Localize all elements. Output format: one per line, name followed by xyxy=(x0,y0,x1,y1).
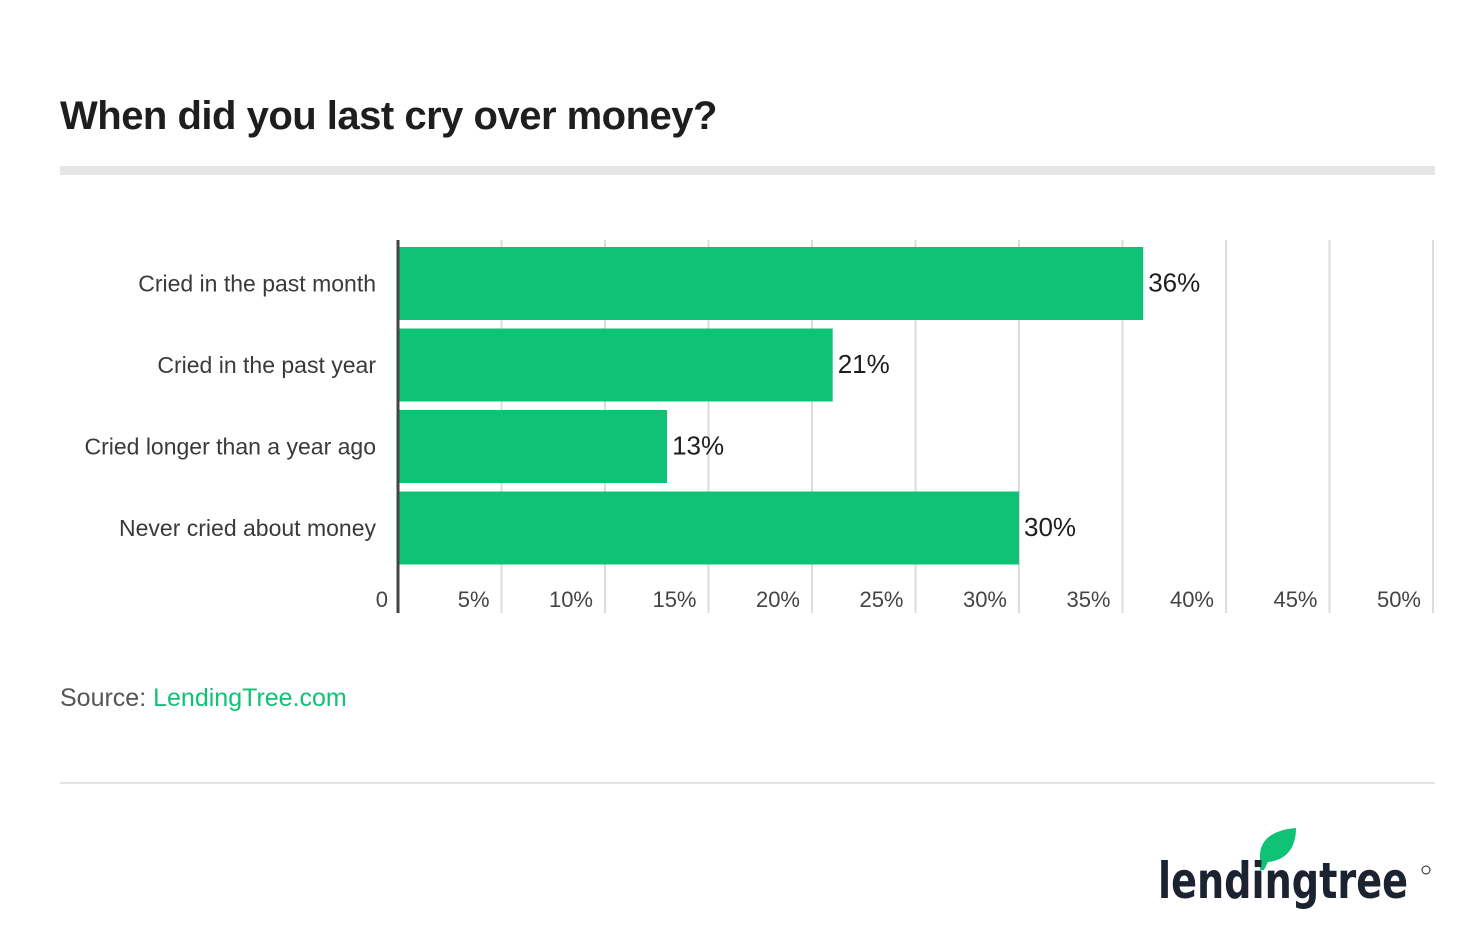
x-tick-label: 20% xyxy=(756,587,800,612)
bar xyxy=(398,410,668,483)
source-line: Source: LendingTree.com xyxy=(60,684,347,713)
data-label: 30% xyxy=(1024,512,1076,542)
category-label: Never cried about money xyxy=(119,515,376,541)
leaf-icon xyxy=(1260,828,1296,870)
x-tick-label: 45% xyxy=(1273,587,1317,612)
category-label: Cried in the past year xyxy=(157,352,376,378)
x-tick-label: 50% xyxy=(1377,587,1421,612)
title-divider xyxy=(60,166,1435,175)
footer-divider xyxy=(60,782,1435,784)
bar xyxy=(398,247,1144,320)
data-label: 36% xyxy=(1148,268,1200,298)
x-tick-label: 40% xyxy=(1170,587,1214,612)
bar xyxy=(398,491,1019,565)
category-label: Cried in the past month xyxy=(138,271,376,297)
source-label: Source: xyxy=(60,684,147,712)
data-label: 21% xyxy=(838,349,890,379)
x-tick-label: 30% xyxy=(963,587,1007,612)
x-tick-label: 0 xyxy=(376,587,388,612)
data-label: 13% xyxy=(672,431,724,461)
x-tick-label: 15% xyxy=(652,587,696,612)
x-tick-label: 5% xyxy=(458,587,490,612)
bar xyxy=(398,328,833,402)
category-label: Cried longer than a year ago xyxy=(84,434,376,460)
chart-title: When did you last cry over money? xyxy=(60,94,717,138)
x-tick-label: 10% xyxy=(549,587,593,612)
registered-mark-icon xyxy=(1421,865,1431,875)
lendingtree-logo: lendingtree xyxy=(1158,828,1431,910)
source-link[interactable]: LendingTree.com xyxy=(153,684,347,712)
x-tick-label: 25% xyxy=(859,587,903,612)
logo-wordmark: lendingtree xyxy=(1158,852,1408,910)
x-tick-label: 35% xyxy=(1066,587,1110,612)
bar-chart: 0 5% 10% 15% 20% 25% 30% 35% 40% 45% 50% Cried in t… xyxy=(84,240,1434,613)
